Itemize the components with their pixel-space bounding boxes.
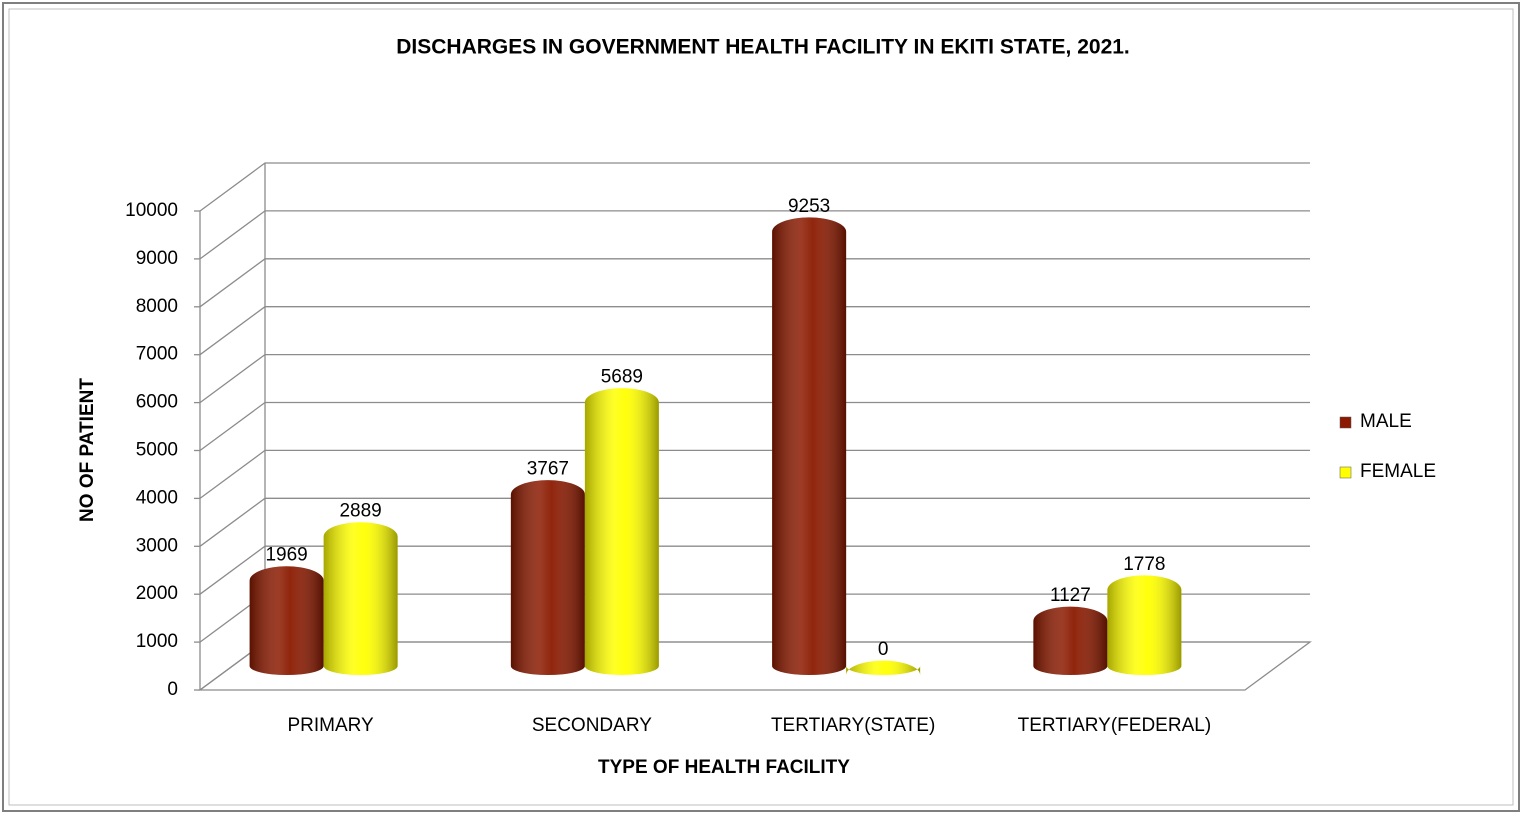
bar-shading: [1107, 575, 1182, 675]
grid-line: [199, 162, 1310, 212]
legend-swatch: [1339, 416, 1352, 429]
frame-inner: [8, 8, 1514, 806]
y-tick-label: 9000: [136, 248, 178, 269]
y-tick-label: 8000: [136, 296, 178, 317]
value-label: 1778: [1123, 554, 1165, 575]
x-tick-label: PRIMARY: [288, 715, 375, 736]
bar-shading: [846, 660, 921, 675]
bar-shading: [249, 566, 324, 675]
y-tick-label: 10000: [125, 200, 178, 221]
x-axis-title: TYPE OF HEALTH FACILITY: [598, 757, 850, 778]
grid-line: [199, 306, 1310, 356]
y-tick-label: 3000: [136, 535, 178, 556]
x-tick-label: TERTIARY(STATE): [771, 715, 935, 736]
bar-shading: [323, 522, 398, 675]
y-tick-label: 7000: [136, 344, 178, 365]
y-tick-label: 2000: [136, 583, 178, 604]
grid-line: [199, 210, 1310, 260]
legend-label: MALE: [1360, 411, 1412, 432]
value-label: 5689: [601, 367, 643, 388]
value-label: 1127: [1050, 585, 1091, 606]
chart-title: DISCHARGES IN GOVERNMENT HEALTH FACILITY…: [396, 36, 1130, 59]
y-tick-label: 5000: [136, 440, 178, 461]
bar-shading: [1033, 606, 1108, 675]
grid-line: [199, 401, 1310, 452]
grid-line: [199, 353, 1310, 404]
bar-shading: [772, 217, 847, 676]
grid-line: [199, 545, 1310, 595]
grid-line: [199, 258, 1310, 308]
x-tick-label: TERTIARY(FEDERAL): [1018, 715, 1212, 736]
y-tick-label: 6000: [136, 392, 178, 413]
value-label: 1969: [265, 545, 307, 566]
y-axis-title: NO OF PATIENT: [77, 378, 98, 522]
grid-line: [199, 497, 1310, 547]
value-label: 0: [878, 639, 889, 660]
grid-line: [199, 449, 1310, 499]
y-tick-label: 0: [167, 679, 178, 700]
value-label: 9253: [788, 196, 830, 217]
legend-label: FEMALE: [1360, 461, 1436, 482]
bar-shading: [584, 388, 659, 675]
y-tick-label: 4000: [136, 487, 178, 508]
value-label: 2889: [339, 501, 381, 522]
legend-swatch: [1339, 466, 1352, 479]
bar-shading: [510, 480, 585, 675]
value-label: 3767: [527, 459, 569, 480]
x-tick-label: SECONDARY: [532, 715, 652, 736]
y-tick-label: 1000: [136, 631, 178, 652]
